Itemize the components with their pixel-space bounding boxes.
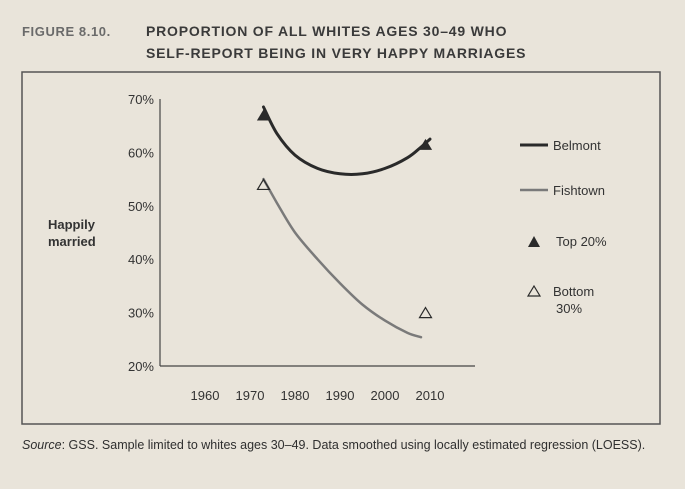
x-tick-label: 1980 bbox=[281, 388, 310, 403]
legend-top20-label: Top 20% bbox=[556, 234, 607, 249]
y-axis-label-line2: married bbox=[48, 234, 96, 249]
series-line-fishtown bbox=[262, 177, 423, 339]
x-tick-label: 2000 bbox=[371, 388, 400, 403]
series-lines bbox=[262, 105, 432, 339]
y-tick-label: 20% bbox=[128, 359, 154, 374]
y-axis-label-line1: Happily bbox=[48, 217, 96, 232]
y-tick-label: 60% bbox=[128, 145, 154, 160]
open-triangle-icon bbox=[526, 284, 542, 297]
legend-bottom30-label-line1: Bottom bbox=[553, 284, 594, 299]
chart-frame bbox=[21, 71, 661, 425]
y-tick-label: 40% bbox=[128, 252, 154, 267]
figure-label: FIGURE 8.10. bbox=[22, 24, 111, 39]
filled-triangle-icon bbox=[528, 236, 540, 247]
figure-title-line1: PROPORTION OF ALL WHITES AGES 30–49 WHO bbox=[146, 23, 507, 39]
tick-labels: 1960 1970 1980 1990 2000 2010 70% 60% 50% 40% 30% 2… bbox=[128, 92, 444, 403]
figure-title-line2: SELF-REPORT BEING IN VERY HAPPY MARRIAGE… bbox=[146, 45, 526, 61]
x-tick-label: 2010 bbox=[416, 388, 445, 403]
legend-bottom30-label-line2: 30% bbox=[556, 301, 582, 316]
legend-belmont-label: Belmont bbox=[553, 138, 601, 153]
series-line-belmont bbox=[262, 105, 432, 176]
top20-marker bbox=[418, 138, 433, 150]
source-text: : GSS. Sample limited to whites ages 30–… bbox=[61, 438, 646, 452]
bottom30-marker bbox=[418, 306, 433, 319]
source-prefix: Source bbox=[22, 438, 62, 452]
x-tick-label: 1970 bbox=[236, 388, 265, 403]
x-tick-label: 1960 bbox=[191, 388, 220, 403]
legend-fishtown-label: Fishtown bbox=[553, 183, 605, 198]
bottom30-marker bbox=[256, 178, 271, 191]
source-note: Source: GSS. Sample limited to whites ag… bbox=[22, 436, 662, 454]
x-tick-label: 1990 bbox=[326, 388, 355, 403]
legend: Belmont Fishtown Top 20% Bottom 30% bbox=[520, 138, 607, 316]
top20-marker bbox=[256, 109, 271, 121]
y-tick-label: 30% bbox=[128, 306, 154, 321]
y-tick-label: 50% bbox=[128, 199, 154, 214]
y-tick-label: 70% bbox=[128, 92, 154, 107]
point-markers bbox=[256, 109, 433, 319]
